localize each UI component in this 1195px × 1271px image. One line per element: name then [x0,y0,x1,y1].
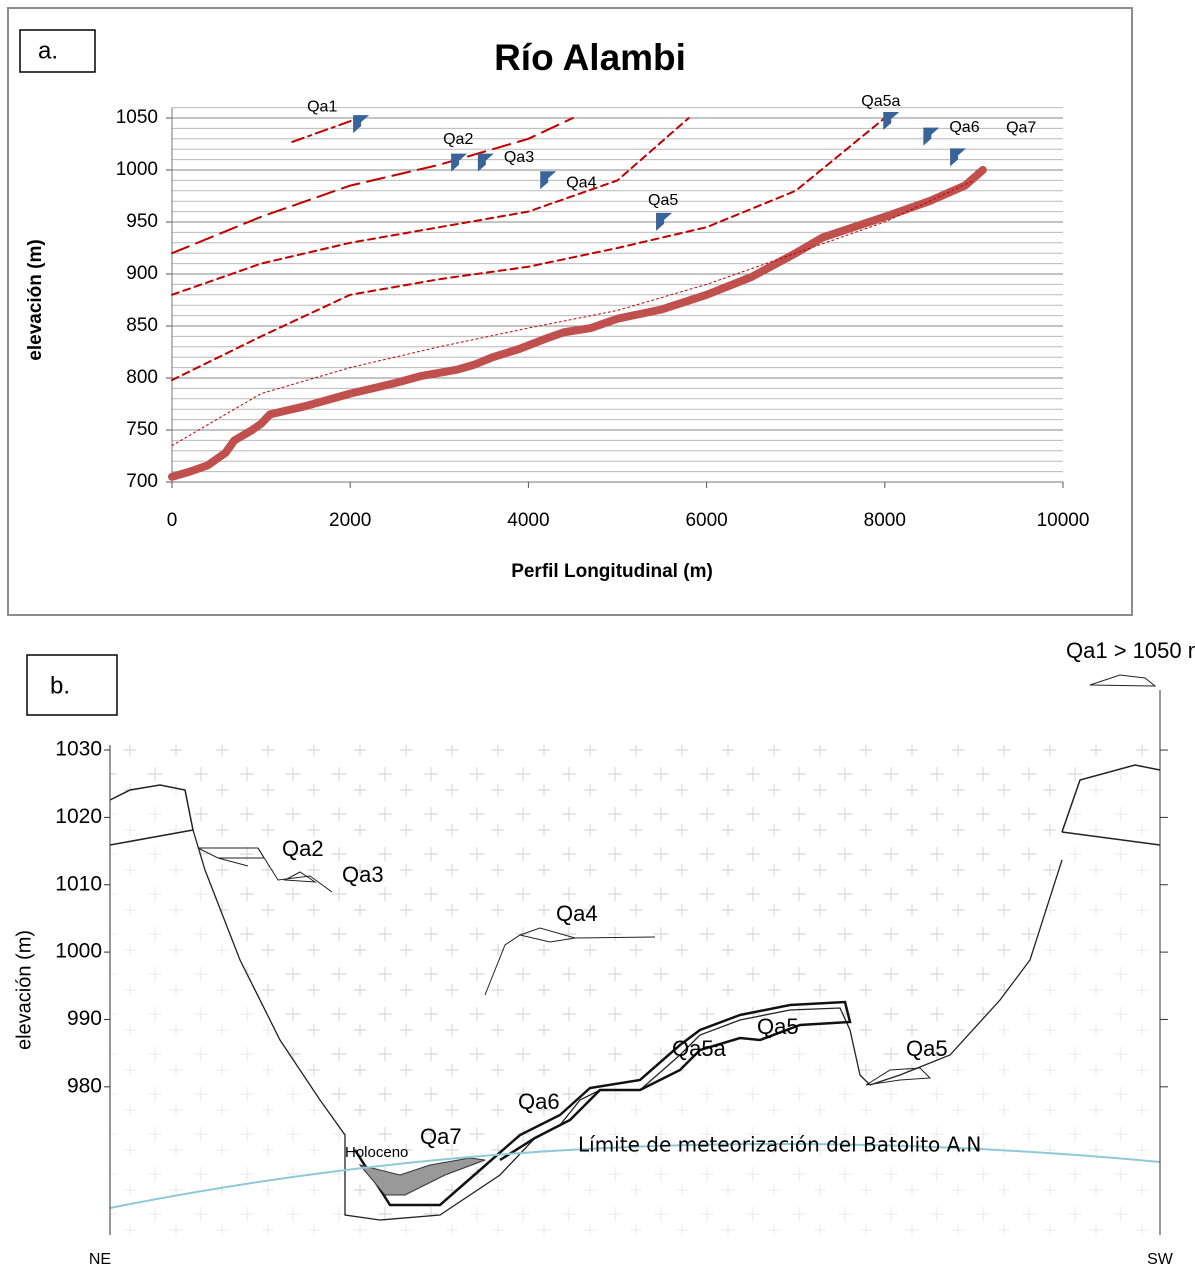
y-tick-label: 1000 [55,940,102,963]
chart-title: Río Alambi [494,37,686,78]
unit-label: Qa7 [420,1124,462,1149]
ne-cap [109,784,194,846]
qa4-lens [484,927,656,996]
terrace-marker [540,171,557,190]
x-tick-label: 8000 [864,510,906,531]
terrace-marker [883,112,900,130]
terrace-marker [950,148,967,167]
weathering-label: Límite de meteorización del Batolito A.N [578,1133,981,1157]
unit-label: Qa6 [518,1089,560,1114]
cross-section [109,674,1161,1235]
terrace-label: Qa5 [648,192,678,209]
qa3-lens [257,847,333,893]
terrace-label: Qa2 [443,131,473,148]
y-tick-label: 750 [126,419,158,440]
terrace-marker [353,115,370,134]
y-tick-label: 850 [126,315,158,336]
x-tick-label: 2000 [329,510,371,531]
panel-label: a. [38,37,58,64]
terrace-deposits [353,1000,852,1207]
end-label: NE [89,1251,111,1268]
y-tick-label: 1000 [116,159,158,180]
unit-label: Qa5 [757,1014,799,1039]
terrace-marker [477,153,494,172]
y-tick-label: 900 [126,263,158,284]
terrace-label: Qa1 [307,98,337,115]
sw-slope [869,859,1063,1086]
x-tick-label: 6000 [685,510,727,531]
y-tick-label: 1020 [55,805,102,828]
end-label: SW [1147,1251,1174,1268]
terrace-marker [923,127,940,146]
panel-label: b. [50,672,70,699]
terrace-marker [656,212,673,231]
terrace-label: Qa7 [1006,120,1036,137]
plot-a: 700 750 800 850 900 950 1000 1050 0 2000 4000 6000 8… [116,93,1090,531]
y-tick-label: 1010 [55,872,102,895]
panel-a-box [19,29,96,73]
panel-a-frame [7,7,1133,616]
sw-cap [1061,764,1161,846]
series-line [171,117,690,296]
x-tick-label: 0 [167,510,178,531]
y-tick-label: 950 [126,211,158,232]
terrace-marker [451,153,468,172]
holocene-deposit [358,1157,486,1196]
qa1-lens [1089,674,1157,687]
series-line [171,117,574,255]
unit-label: Qa3 [342,862,384,887]
terrace-label: Qa6 [949,119,979,136]
series-line [171,117,886,382]
axis-b: 980 990 1000 1010 1020 1030 [55,738,1168,1097]
unit-label: Qa5 [906,1036,948,1061]
unit-label: Qa5a [672,1036,727,1061]
terrace-label: Qa3 [504,149,534,166]
bedrock [110,765,1160,1235]
y-tick-label: 1050 [116,107,158,128]
x-tick-label: 10000 [1037,510,1090,531]
x-tick-label: 4000 [507,510,549,531]
holocene-label: Holoceno [345,1144,408,1161]
y-axis-label: elevación (m) [13,930,35,1050]
top-label: Qa1 > 1050 m [1066,638,1195,663]
series-line [291,117,361,143]
y-tick-label: 1030 [55,738,102,761]
y-tick-label: 990 [67,1007,102,1030]
x-axis-label: Perfil Longitudinal (m) [511,561,713,582]
series-line [168,166,987,481]
y-axis-label: elevación (m) [25,239,46,360]
y-tick-label: 700 [126,471,158,492]
qa5-lens [865,1067,932,1086]
terrace-label: Qa5a [861,93,900,110]
y-tick-label: 800 [126,367,158,388]
terrace-label: Qa4 [566,174,596,191]
series-line [171,179,975,447]
weathering-limit [109,1143,1161,1209]
y-tick-label: 980 [67,1074,102,1097]
unit-label: Qa4 [556,901,598,926]
unit-label: Qa2 [282,836,324,861]
panel-b-box [26,654,118,716]
